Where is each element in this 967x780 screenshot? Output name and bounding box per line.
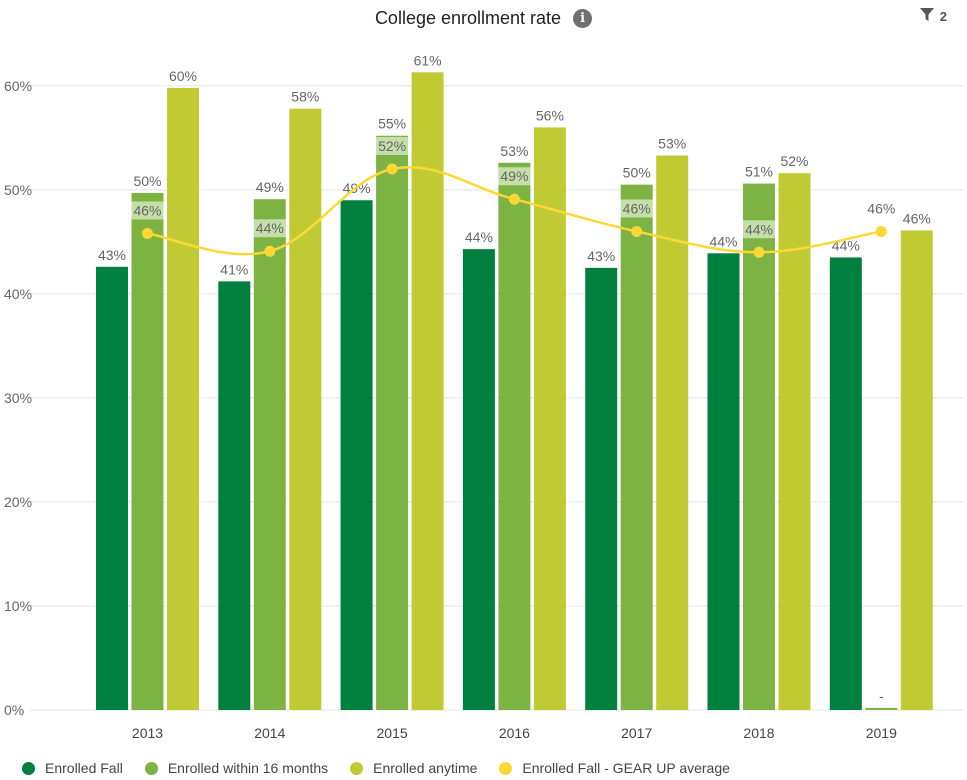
bar-2[interactable] bbox=[376, 135, 409, 710]
line-data-label: 52% bbox=[378, 138, 406, 154]
bar-data-label: 56% bbox=[536, 107, 564, 123]
legend-label: Enrolled Fall - GEAR UP average bbox=[522, 760, 730, 776]
legend-item-gear-up-average[interactable]: Enrolled Fall - GEAR UP average bbox=[499, 760, 730, 776]
line-label-box bbox=[742, 220, 776, 239]
bar-data-label: 43% bbox=[587, 248, 615, 264]
bar-1[interactable] bbox=[96, 266, 128, 710]
line-point[interactable] bbox=[875, 225, 887, 237]
chart-title: College enrollment rate bbox=[374, 8, 562, 28]
info-icon[interactable]: i bbox=[573, 9, 593, 28]
line-label-box bbox=[497, 167, 532, 186]
chart-title-row: College enrollment rate i bbox=[0, 8, 967, 29]
bar-3[interactable] bbox=[411, 72, 444, 711]
y-tick-label: 50% bbox=[4, 182, 32, 198]
bar-data-label: 46% bbox=[903, 210, 931, 226]
legend: Enrolled Fall Enrolled within 16 months … bbox=[22, 760, 730, 776]
legend-item-enrolled-fall[interactable]: Enrolled Fall bbox=[22, 760, 123, 776]
line-label-box bbox=[130, 201, 165, 220]
x-tick-label: 2017 bbox=[621, 725, 652, 741]
legend-swatch bbox=[350, 761, 364, 775]
line-point[interactable] bbox=[508, 193, 520, 205]
bar-data-label: 43% bbox=[98, 247, 126, 263]
legend-swatch bbox=[144, 761, 158, 775]
bar-2[interactable] bbox=[253, 199, 286, 711]
bar-3[interactable] bbox=[289, 108, 322, 711]
legend-item-enrolled-16-months[interactable]: Enrolled within 16 months bbox=[144, 760, 329, 776]
x-tick-label: 2014 bbox=[254, 725, 285, 741]
line-point[interactable] bbox=[386, 163, 398, 175]
line-data-label: 46% bbox=[133, 203, 161, 219]
bar-data-label: 55% bbox=[378, 116, 406, 132]
y-tick-label: 0% bbox=[4, 702, 24, 718]
line-data-label: 46% bbox=[867, 200, 895, 216]
line-point[interactable] bbox=[631, 225, 643, 237]
bar-data-label: 44% bbox=[465, 229, 493, 245]
legend-label: Enrolled Fall bbox=[45, 760, 123, 776]
legend-swatch bbox=[22, 761, 35, 775]
bar-data-label: 51% bbox=[745, 164, 773, 180]
y-tick-label: 30% bbox=[4, 390, 32, 406]
x-tick-label: 2015 bbox=[377, 725, 408, 741]
chart-svg: 0% 10% 20% 30% 40% 50% 60% 43% 50% 60% 2013 41% 49% 5… bbox=[4, 52, 963, 741]
bar-1[interactable] bbox=[585, 267, 618, 710]
bar-3[interactable] bbox=[656, 155, 689, 710]
bar-data-label: 53% bbox=[500, 143, 528, 159]
legend-item-enrolled-anytime[interactable]: Enrolled anytime bbox=[350, 760, 477, 776]
bar-data-label: 49% bbox=[256, 179, 284, 195]
bar-3[interactable] bbox=[167, 87, 199, 711]
y-tick-label: 20% bbox=[4, 494, 32, 510]
bar-3[interactable] bbox=[900, 230, 933, 710]
bar-data-label: 60% bbox=[169, 68, 197, 84]
bar-data-label: 53% bbox=[658, 136, 686, 152]
line-data-label: 49% bbox=[500, 168, 528, 184]
bar-data-label: 50% bbox=[133, 173, 161, 189]
bar-data-label: 61% bbox=[414, 52, 442, 68]
x-tick-label: 2016 bbox=[499, 725, 530, 741]
line-point[interactable] bbox=[264, 245, 276, 257]
bar-2[interactable] bbox=[743, 183, 775, 710]
chart-header: College enrollment rate i 2 bbox=[0, 0, 967, 38]
bar-2[interactable] bbox=[498, 162, 531, 711]
legend-label: Enrolled within 16 months bbox=[167, 760, 329, 776]
x-tick-label: 2018 bbox=[743, 725, 774, 741]
x-tick-label: 2019 bbox=[866, 725, 897, 741]
filter-icon bbox=[919, 8, 934, 24]
legend-swatch bbox=[499, 761, 513, 775]
filter-count: 2 bbox=[939, 8, 947, 24]
bar-3[interactable] bbox=[778, 173, 811, 710]
bar-data-label: 44% bbox=[709, 233, 737, 249]
line-label-box bbox=[375, 137, 410, 156]
y-tick-label: 10% bbox=[4, 598, 32, 614]
bar-1[interactable] bbox=[340, 200, 373, 710]
bar-2[interactable] bbox=[131, 192, 164, 711]
line-label-box bbox=[619, 199, 654, 218]
bar-1[interactable] bbox=[218, 281, 251, 710]
line-point[interactable] bbox=[142, 228, 153, 240]
y-tick-label: 40% bbox=[4, 286, 32, 302]
legend-label: Enrolled anytime bbox=[373, 760, 478, 776]
chart-area: 0% 10% 20% 30% 40% 50% 60% 43% 50% 60% 2013 41% 49% 5… bbox=[0, 38, 967, 750]
bar-3[interactable] bbox=[533, 127, 566, 710]
bar-2[interactable] bbox=[865, 707, 898, 710]
line-label-box bbox=[864, 199, 899, 218]
y-tick-label: 60% bbox=[4, 78, 32, 94]
bar-2[interactable] bbox=[620, 184, 653, 711]
line-label-box bbox=[252, 219, 287, 238]
bar-data-label: 52% bbox=[780, 153, 808, 169]
line-point[interactable] bbox=[753, 246, 765, 258]
filter-button[interactable]: 2 bbox=[919, 8, 947, 24]
bar-1[interactable] bbox=[462, 249, 495, 711]
bar-data-label: 50% bbox=[623, 165, 651, 181]
line-data-label: 44% bbox=[745, 221, 773, 237]
bar-data-label: 58% bbox=[291, 89, 319, 105]
bar-1[interactable] bbox=[707, 253, 740, 710]
bar-1[interactable] bbox=[829, 257, 862, 710]
bar-data-label: 41% bbox=[220, 261, 248, 277]
bar-data-label: - bbox=[879, 688, 884, 704]
x-tick-label: 2013 bbox=[132, 725, 163, 741]
line-data-label: 46% bbox=[623, 200, 651, 216]
line-data-label: 44% bbox=[256, 220, 284, 236]
